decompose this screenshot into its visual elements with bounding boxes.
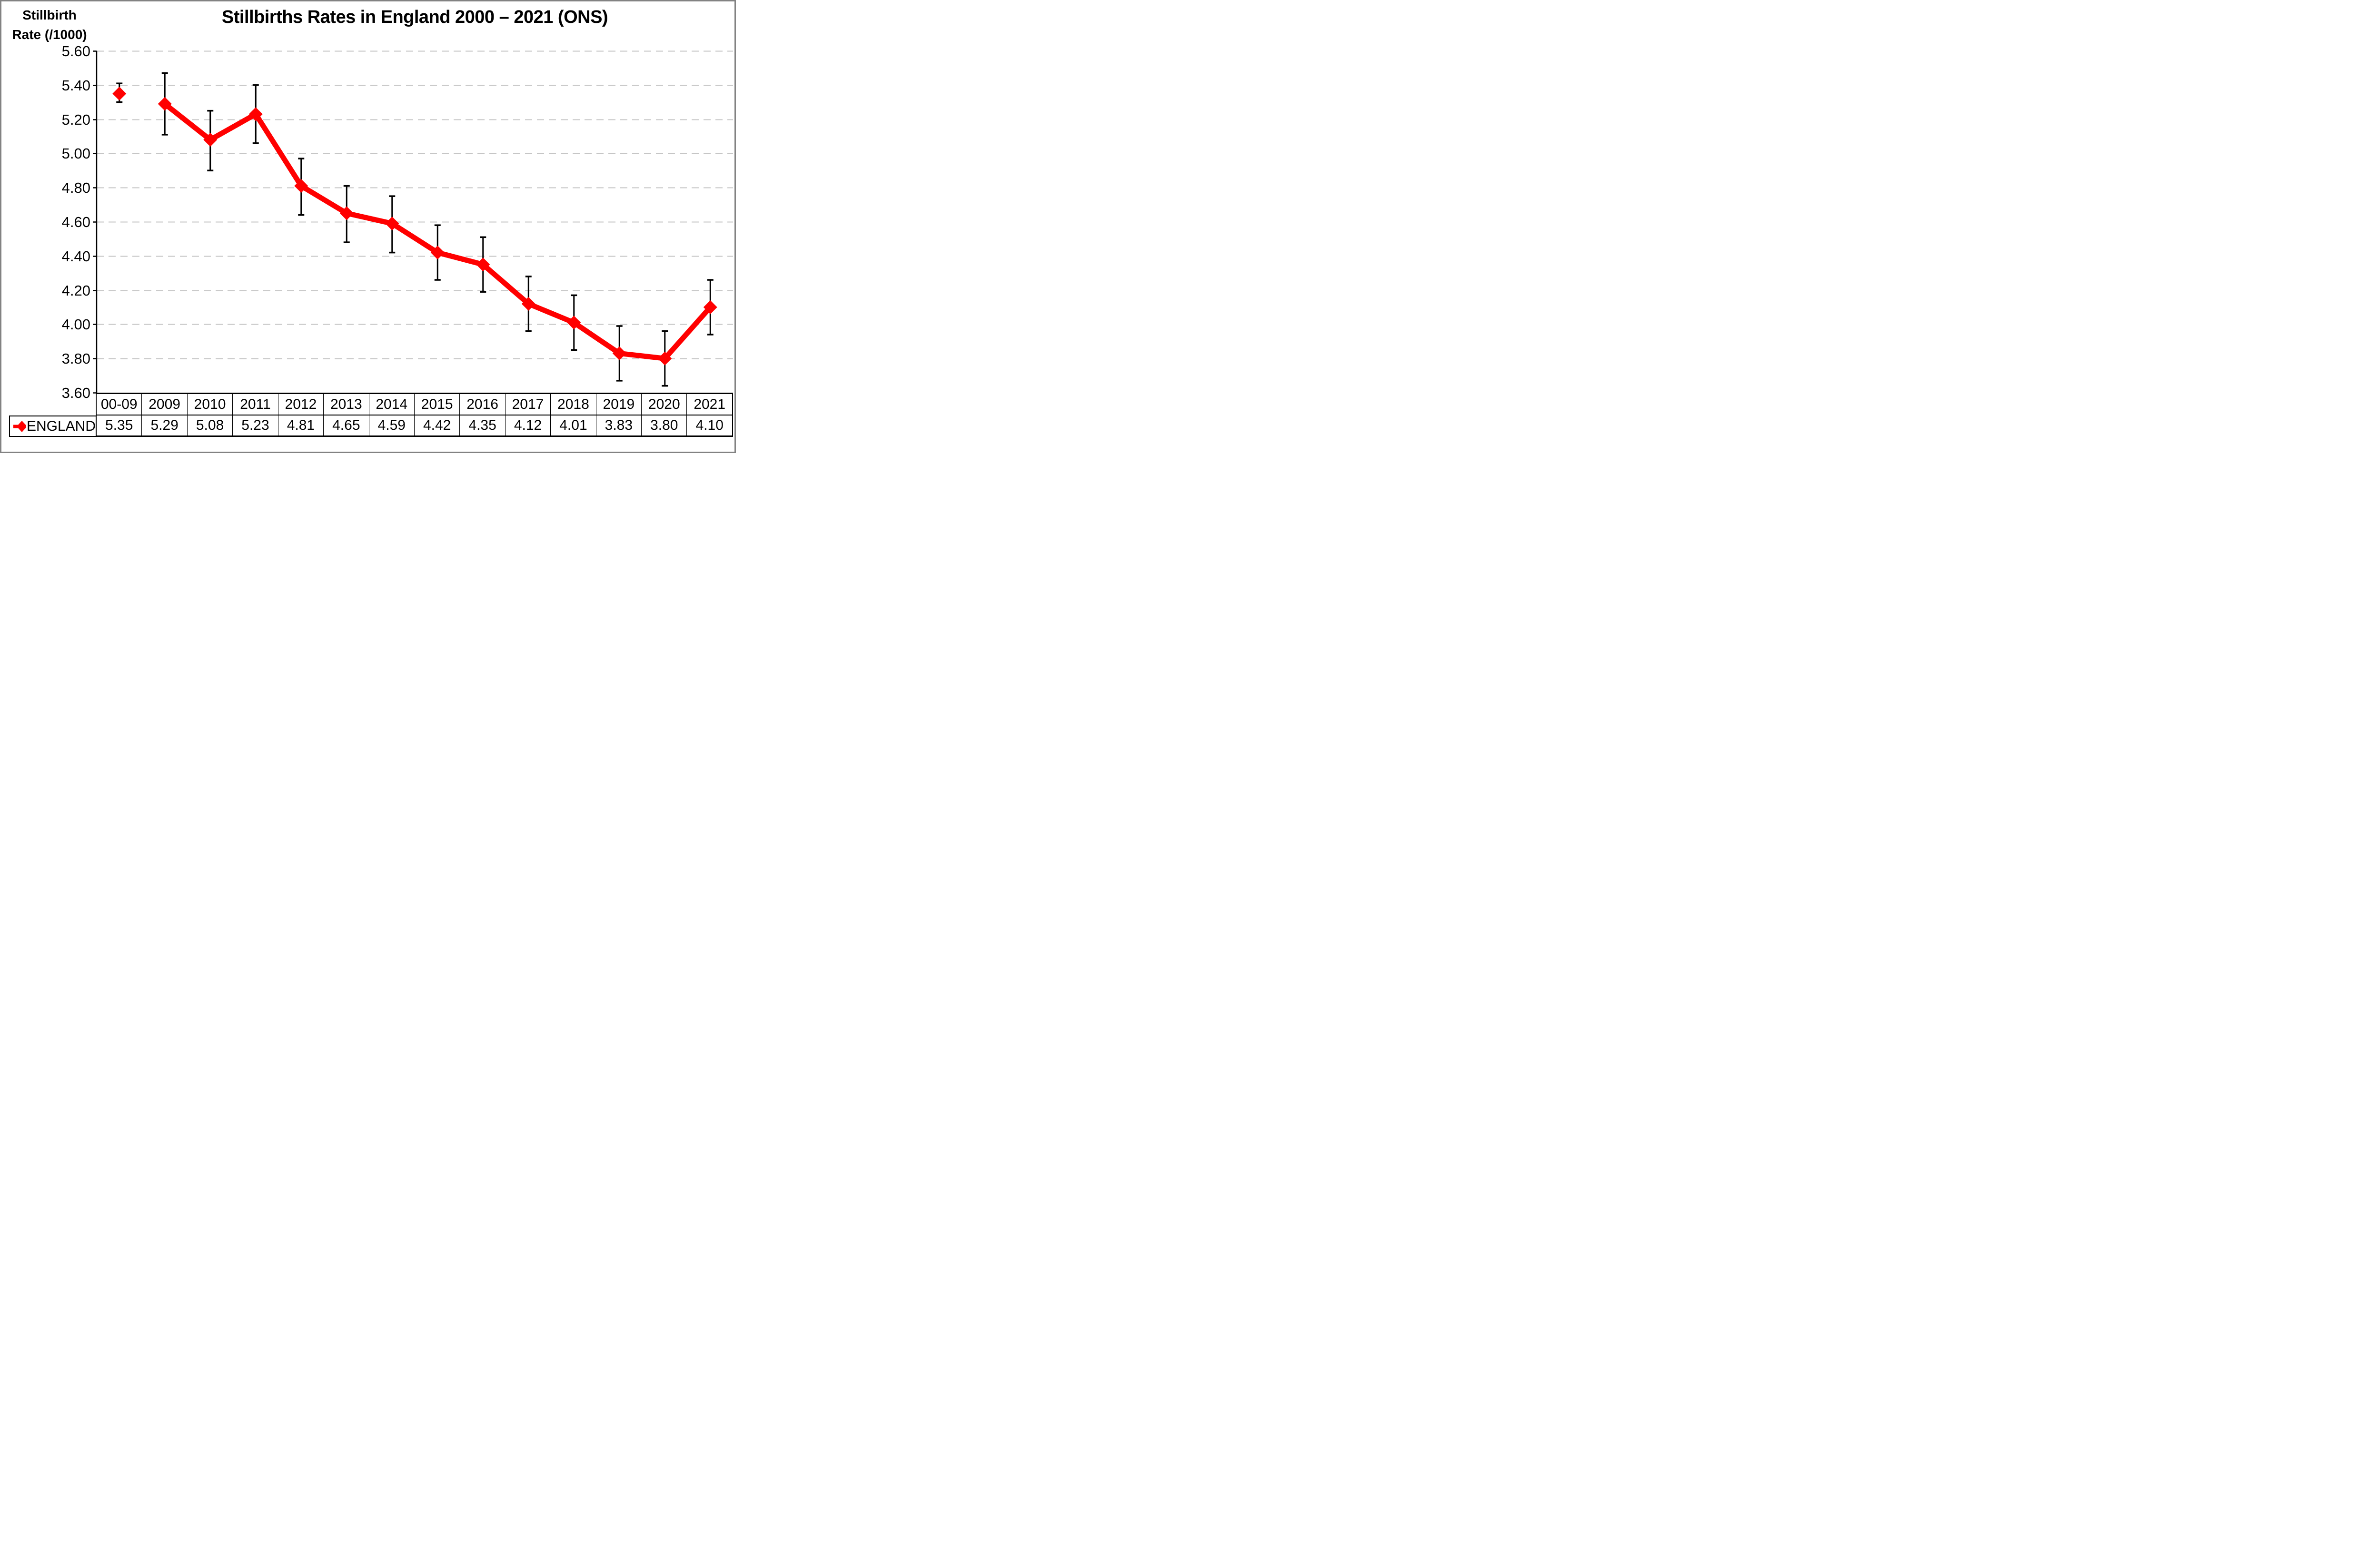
y-axis-tick-label: 4.80	[62, 179, 90, 196]
year-header-cell: 2010	[187, 394, 232, 415]
y-axis-tick-label: 3.80	[62, 350, 90, 367]
y-axis	[93, 50, 98, 437]
value-cell: 4.10	[686, 415, 732, 435]
year-header-cell: 2016	[459, 394, 505, 415]
diamond-marker	[612, 346, 626, 360]
year-header-cell: 2011	[232, 394, 278, 415]
data-table: 00-09 2009 2010 2011 2012 2013 2014 2015 2016 201…	[9, 393, 733, 437]
value-cell: 4.59	[368, 415, 414, 435]
y-axis-tick-label: 4.00	[62, 316, 90, 333]
y-axis-tick-label: 5.60	[62, 43, 90, 59]
y-axis-tick-label: 5.40	[62, 77, 90, 94]
y-axis-title-line2: Rate (/1000)	[12, 27, 87, 42]
year-header-cell: 2013	[323, 394, 368, 415]
diamond-marker	[430, 246, 445, 260]
value-cell: 4.65	[323, 415, 368, 435]
value-cell: 5.29	[141, 415, 187, 435]
chart-window: Stillbirth Rate (/1000) Stillbirths Rate…	[0, 0, 736, 453]
diamond-marker	[385, 217, 399, 231]
year-header-cell: 2014	[368, 394, 414, 415]
year-header-cell: 2018	[550, 394, 595, 415]
value-cell: 5.23	[232, 415, 278, 435]
diamond-marker	[158, 97, 172, 111]
year-header-cell: 2012	[278, 394, 323, 415]
value-cell: 5.08	[187, 415, 232, 435]
diamond-marker	[703, 300, 717, 314]
value-cell: 5.35	[105, 417, 133, 433]
legend-series-label: ENGLAND	[26, 418, 96, 434]
table-value-row: ENGLAND 5.35 5.29 5.08 5.23 4.81 4.65 4.59 4.42…	[9, 415, 733, 437]
diamond-marker	[112, 87, 127, 101]
y-axis-tick-label: 4.60	[62, 214, 90, 230]
table-value-cells: 5.35 5.29 5.08 5.23 4.81 4.65 4.59 4.42 4.35 4.12…	[97, 415, 733, 437]
value-cell: 3.80	[641, 415, 686, 435]
value-cell: 4.81	[278, 415, 323, 435]
y-axis-tick-labels: 5.60 5.40 5.20 5.00 4.80 4.60 4.40 4.20 4.00 3.80…	[62, 43, 90, 401]
value-cell: 3.83	[595, 415, 641, 435]
gridlines	[97, 50, 733, 359]
y-axis-tick-label: 5.00	[62, 145, 90, 162]
year-header-cell: 2009	[141, 394, 187, 415]
y-axis-tick-label: 5.20	[62, 111, 90, 128]
y-axis-tick-label: 4.40	[62, 248, 90, 265]
table-year-header-row: 00-09 2009 2010 2011 2012 2013 2014 2015 2016 201…	[97, 393, 733, 415]
y-axis-title-line1: Stillbirth	[22, 8, 77, 22]
diamond-marker	[567, 316, 581, 330]
value-cell: 4.42	[414, 415, 459, 435]
diamond-marker	[294, 179, 308, 193]
legend-series-marker-icon	[13, 420, 26, 432]
chart-plot-area: 5.60 5.40 5.20 5.00 4.80 4.60 4.40 4.20 4.00 3.80…	[62, 43, 733, 437]
value-cell: 4.01	[550, 415, 595, 435]
value-cell: 4.12	[505, 415, 550, 435]
y-axis-tick-label: 3.60	[62, 385, 90, 401]
y-axis-title: Stillbirth Rate (/1000)	[2, 5, 97, 44]
diamond-marker	[339, 206, 354, 220]
year-header-cell: 2020	[641, 394, 686, 415]
year-header-cell: 2017	[505, 394, 550, 415]
diamond-marker	[476, 257, 490, 272]
year-header-cell: 00-09	[100, 396, 138, 412]
diamond-marker	[521, 297, 536, 311]
diamond-marker	[248, 107, 263, 121]
year-header-cell: 2021	[686, 394, 732, 415]
value-cell: 4.35	[459, 415, 505, 435]
diamond-marker	[203, 133, 218, 147]
data-point-markers	[112, 87, 717, 366]
chart-title: Stillbirths Rates in England 2000 – 2021…	[221, 7, 608, 27]
year-header-cell: 2015	[414, 394, 459, 415]
legend-cell: ENGLAND	[9, 415, 97, 437]
y-axis-tick-label: 4.20	[62, 282, 90, 299]
diamond-marker	[658, 351, 672, 366]
year-header-cell: 2019	[595, 394, 641, 415]
